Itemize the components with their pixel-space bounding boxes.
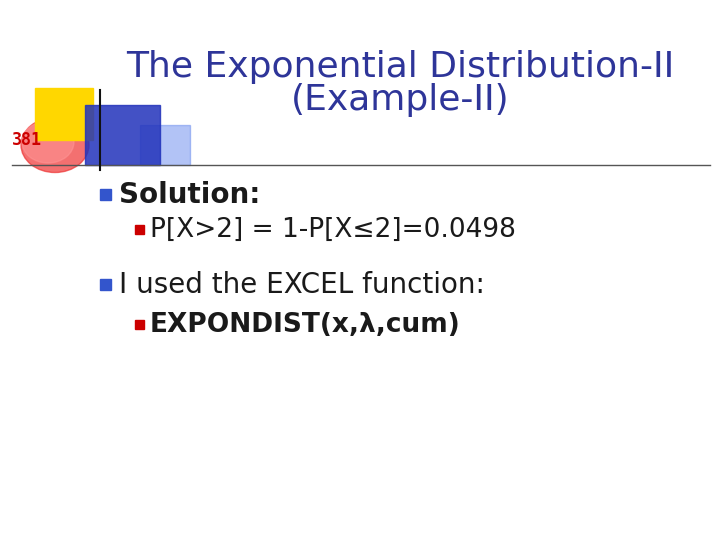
Bar [100, 279, 111, 290]
Ellipse shape [21, 118, 89, 172]
Text: EXPONDIST(x,λ,cum): EXPONDIST(x,λ,cum) [150, 312, 461, 338]
Bar [135, 225, 144, 234]
Text: The Exponential Distribution-II: The Exponential Distribution-II [126, 50, 674, 84]
Text: (Example-II): (Example-II) [291, 83, 509, 117]
Bar [35, 88, 93, 140]
Text: P[X>2] = 1-P[X≤2]=0.0498: P[X>2] = 1-P[X≤2]=0.0498 [150, 217, 516, 243]
FancyBboxPatch shape [140, 125, 190, 165]
Ellipse shape [22, 121, 74, 163]
Text: Solution:: Solution: [119, 181, 261, 209]
Text: 381: 381 [12, 131, 42, 149]
FancyBboxPatch shape [85, 105, 160, 165]
Bar [100, 189, 111, 200]
Text: I used the EXCEL function:: I used the EXCEL function: [119, 271, 485, 299]
Bar [135, 320, 144, 329]
